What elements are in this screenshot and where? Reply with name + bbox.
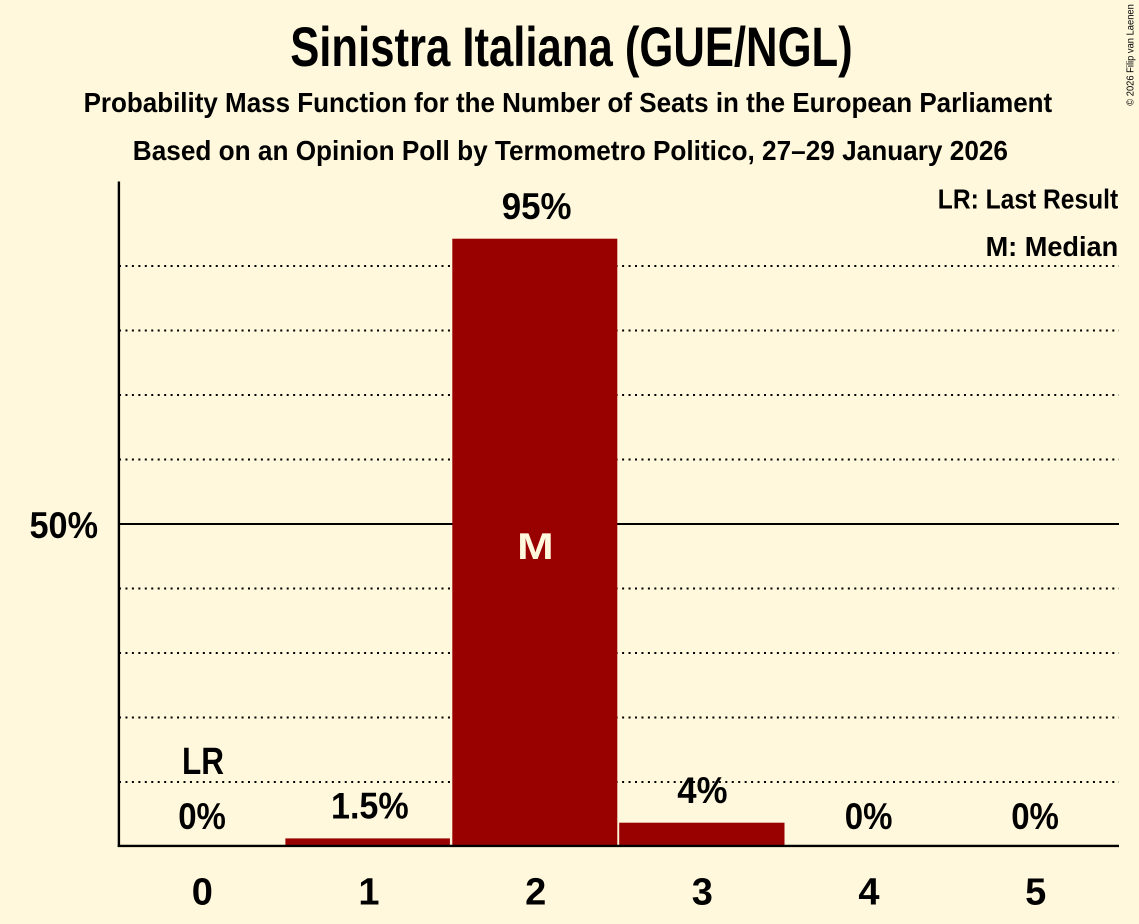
svg-text:0%: 0%: [1011, 796, 1059, 837]
svg-text:5: 5: [1025, 871, 1046, 913]
svg-text:Probability Mass Function for: Probability Mass Function for the Number…: [84, 87, 1053, 118]
svg-text:0: 0: [192, 871, 213, 913]
svg-text:M: M: [517, 526, 554, 567]
svg-text:1: 1: [358, 871, 379, 913]
svg-text:0%: 0%: [845, 796, 893, 837]
svg-text:4%: 4%: [677, 770, 727, 811]
svg-text:0%: 0%: [178, 796, 226, 837]
svg-text:LR: Last Result: LR: Last Result: [938, 184, 1118, 215]
svg-text:Based on an Opinion Poll by Te: Based on an Opinion Poll by Termometro P…: [133, 135, 1008, 166]
svg-text:95%: 95%: [502, 186, 572, 227]
svg-text:3: 3: [692, 871, 713, 913]
svg-text:4: 4: [858, 871, 879, 913]
svg-text:2: 2: [525, 871, 546, 913]
svg-text:© 2026 Filip van Laenen: © 2026 Filip van Laenen: [1125, 4, 1137, 106]
svg-text:M: Median: M: Median: [986, 231, 1119, 262]
svg-text:Sinistra Italiana (GUE/NGL): Sinistra Italiana (GUE/NGL): [290, 15, 853, 78]
svg-text:LR: LR: [182, 741, 224, 783]
svg-text:50%: 50%: [30, 505, 99, 546]
svg-text:1.5%: 1.5%: [331, 786, 409, 827]
